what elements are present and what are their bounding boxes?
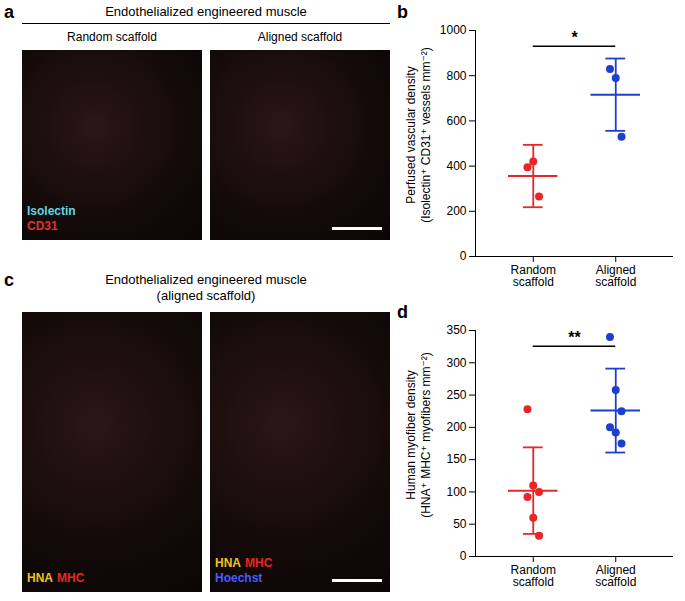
html-text:Random scaffold: Random scaffold bbox=[67, 30, 157, 44]
html-text:b: b bbox=[397, 2, 408, 22]
html-text:CD31: CD31 bbox=[27, 219, 58, 233]
svg-text:800: 800 bbox=[446, 69, 466, 83]
svg-text:200: 200 bbox=[446, 204, 466, 218]
html-text:Endothelialized engineered mus: Endothelialized engineered muscle bbox=[105, 272, 307, 287]
html-text:Perfused vascular density (Iso: Perfused vascular density (Isolectin⁺ CD… bbox=[404, 47, 433, 223]
html-text:HNA MHC: HNA MHC bbox=[215, 556, 273, 570]
html-text:Isolectin: Isolectin bbox=[27, 204, 76, 218]
svg-text:0: 0 bbox=[460, 249, 467, 263]
html-text:a: a bbox=[4, 2, 14, 22]
svg-text:1000: 1000 bbox=[440, 23, 467, 37]
html-text:HNA MHC: HNA MHC bbox=[27, 571, 85, 585]
html-text:d: d bbox=[397, 302, 408, 322]
html-text:(aligned scaffold): (aligned scaffold) bbox=[156, 288, 256, 303]
svg-text:150: 150 bbox=[446, 452, 466, 466]
svg-text:Randomscaffold: Randomscaffold bbox=[511, 563, 556, 589]
svg-text:600: 600 bbox=[446, 114, 466, 128]
svg-text:300: 300 bbox=[446, 356, 466, 370]
svg-text:**: ** bbox=[568, 329, 581, 346]
svg-text:50: 50 bbox=[453, 517, 467, 531]
html-text:c: c bbox=[4, 270, 14, 290]
html-text:Hoechst: Hoechst bbox=[215, 571, 263, 585]
svg-text:350: 350 bbox=[446, 323, 466, 337]
svg-text:Randomscaffold: Randomscaffold bbox=[511, 263, 556, 289]
svg-text:*: * bbox=[571, 29, 578, 46]
svg-text:Alignedscaffold: Alignedscaffold bbox=[595, 563, 636, 589]
svg-text:250: 250 bbox=[446, 388, 466, 402]
html-text:Aligned scaffold: Aligned scaffold bbox=[257, 30, 343, 44]
svg-text:Alignedscaffold: Alignedscaffold bbox=[595, 263, 636, 289]
svg-text:100: 100 bbox=[446, 485, 466, 499]
svg-text:400: 400 bbox=[446, 159, 466, 173]
html-text:Endothelialized engineered mus: Endothelialized engineered muscle bbox=[105, 4, 307, 19]
html-text:Human myofiber density (HNA⁺ M: Human myofiber density (HNA⁺ MHC⁺ myofib… bbox=[404, 352, 433, 518]
svg-text:200: 200 bbox=[446, 420, 466, 434]
svg-text:0: 0 bbox=[460, 549, 467, 563]
